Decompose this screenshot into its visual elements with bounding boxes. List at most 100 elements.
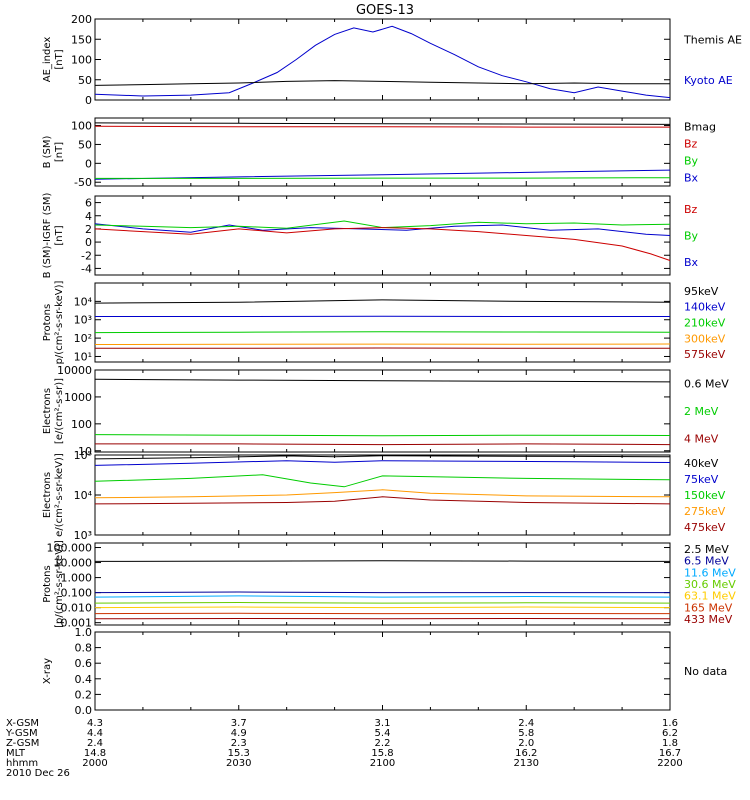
- y-tick-label: 10.000: [54, 557, 93, 570]
- x-column-value: 14.8: [84, 748, 106, 759]
- legend-label: 140keV: [684, 301, 726, 314]
- series-line-75kev: [94, 460, 671, 466]
- legend-label: 6.5 MeV: [684, 555, 729, 568]
- chart-title: GOES-13: [356, 3, 414, 18]
- series-line-150kev: [94, 474, 671, 488]
- x-column-value: 1.6: [662, 718, 678, 729]
- x-column-value: 2.0: [518, 738, 534, 749]
- x-axis-labels: X-GSMY-GSMZ-GSMMLThhmm4.34.42.414.820003…: [5, 718, 683, 779]
- legend-label: 11.6 MeV: [684, 566, 736, 579]
- legend-label: 95keV: [684, 285, 719, 298]
- y-axis-label: Electrons: [42, 472, 53, 518]
- y-tick-label: 10⁵: [74, 449, 92, 462]
- y-axis-label: Electrons: [42, 388, 53, 434]
- y-axis-label: [e/(cm²-s-sr)]: [54, 378, 65, 444]
- y-tick-label: -4: [81, 262, 92, 275]
- series-line-themis-ae: [94, 80, 670, 86]
- y-tick-label: 100.000: [47, 542, 93, 555]
- x-column-value: 16.2: [515, 748, 537, 759]
- legend-label: By: [684, 155, 699, 168]
- panel-frame: [94, 631, 671, 711]
- x-row-label: Z-GSM: [6, 738, 39, 749]
- x-row-label: X-GSM: [6, 718, 39, 729]
- y-axis-label: e/(cm²-s-sr-keV)]: [54, 453, 65, 537]
- y-tick-label: -50: [74, 176, 92, 189]
- y-tick-label: 1000: [64, 391, 92, 404]
- x-column-value: 2030: [226, 758, 251, 769]
- x-column-value: 3.7: [231, 718, 247, 729]
- y-tick-label: 0: [85, 236, 92, 249]
- panel-xray: 0.0 0.2 0.4 0.6 0.8 1.0 X-ray No data: [42, 626, 727, 717]
- y-tick-label: 0.8: [75, 642, 93, 655]
- y-tick-label: 2: [85, 223, 92, 236]
- panel-electrons_kev: 10³ 10⁴ 10⁵ Electrons e/(cm²-s-sr-keV)] 40keV…: [42, 449, 726, 542]
- y-tick-label: -2: [81, 249, 92, 262]
- series-line-63.1-mev: [94, 606, 671, 609]
- x-row-label: MLT: [6, 748, 26, 759]
- series-line-11.6-mev: [94, 595, 671, 598]
- series-line-475kev: [94, 496, 671, 505]
- legend-label: 2 MeV: [684, 405, 719, 418]
- legend-label: 300keV: [684, 332, 726, 345]
- panel-frame: [94, 117, 671, 187]
- legend-label: 63.1 MeV: [684, 590, 736, 603]
- series-line-by: [95, 177, 671, 179]
- series-line-6.5-mev: [94, 591, 670, 594]
- y-tick-label: 100: [71, 120, 92, 133]
- series-line-bz: [94, 227, 671, 261]
- legend-label: Kyoto AE: [684, 74, 733, 87]
- y-axis-label: B (SM)-IGRF (SM): [42, 193, 53, 279]
- legend-label: Bx: [684, 172, 699, 185]
- y-tick-label: 1.000: [61, 572, 93, 585]
- x-row-label: hhmm: [6, 758, 38, 769]
- panel-frame: [94, 369, 671, 453]
- y-tick-label: 6: [85, 197, 92, 210]
- y-axis-label: X-ray: [42, 658, 53, 684]
- panel-frame: [94, 282, 671, 363]
- panel-frame: [94, 18, 671, 101]
- legend-label: 150keV: [684, 489, 726, 502]
- series-line-210kev: [94, 331, 671, 334]
- no-data-note: No data: [684, 665, 727, 678]
- legend-label: 210keV: [684, 317, 726, 330]
- panel-protons_low: 10¹ 10² 10³ 10⁴ Protons p/(cm²-s-sr-keV)] 95ke…: [42, 281, 726, 365]
- series-line-275kev: [94, 489, 671, 499]
- panel-frame: [94, 454, 671, 536]
- y-tick-label: 0.2: [75, 688, 93, 701]
- legend-label: 2.5 MeV: [684, 543, 729, 556]
- y-tick-label: 0.0: [75, 704, 93, 717]
- x-column-value: 2.3: [231, 738, 247, 749]
- series-line-30.6-mev: [94, 601, 671, 604]
- y-axis-label: Protons: [42, 565, 53, 602]
- legend-label: Bx: [684, 256, 699, 269]
- series-line-95kev: [94, 299, 671, 304]
- x-column-value: 4.9: [231, 728, 247, 739]
- x-column-value: 15.3: [228, 748, 250, 759]
- y-axis-label: Protons: [42, 304, 53, 341]
- legend-label: Bmag: [684, 121, 716, 134]
- legend-label: Bz: [684, 138, 698, 151]
- x-column-value: 1.8: [662, 738, 678, 749]
- y-tick-label: 1.0: [75, 626, 93, 639]
- series-line-2.5-mev: [94, 560, 671, 562]
- legend-label: 475keV: [684, 521, 726, 534]
- x-row-label: Y-GSM: [5, 728, 38, 739]
- y-tick-label: 10³: [74, 314, 92, 327]
- y-tick-label: 10000: [57, 364, 92, 377]
- x-column-value: 2.2: [375, 738, 391, 749]
- y-tick-label: 0: [85, 94, 92, 107]
- x-column-value: 4.4: [87, 728, 103, 739]
- y-axis-label: [nT]: [54, 49, 65, 69]
- y-tick-label: 10⁴: [74, 295, 93, 308]
- y-tick-label: 200: [71, 13, 92, 26]
- x-column-value: 3.1: [375, 718, 391, 729]
- series-line-kyoto-ae: [94, 25, 671, 99]
- x-column-value: 5.8: [518, 728, 534, 739]
- legend-label: 4 MeV: [684, 432, 719, 445]
- y-tick-label: 10¹: [74, 350, 92, 363]
- legend-label: 75keV: [684, 473, 719, 486]
- legend-label: 275keV: [684, 505, 726, 518]
- x-column-value: 2130: [514, 758, 539, 769]
- x-column-value: 2200: [657, 758, 682, 769]
